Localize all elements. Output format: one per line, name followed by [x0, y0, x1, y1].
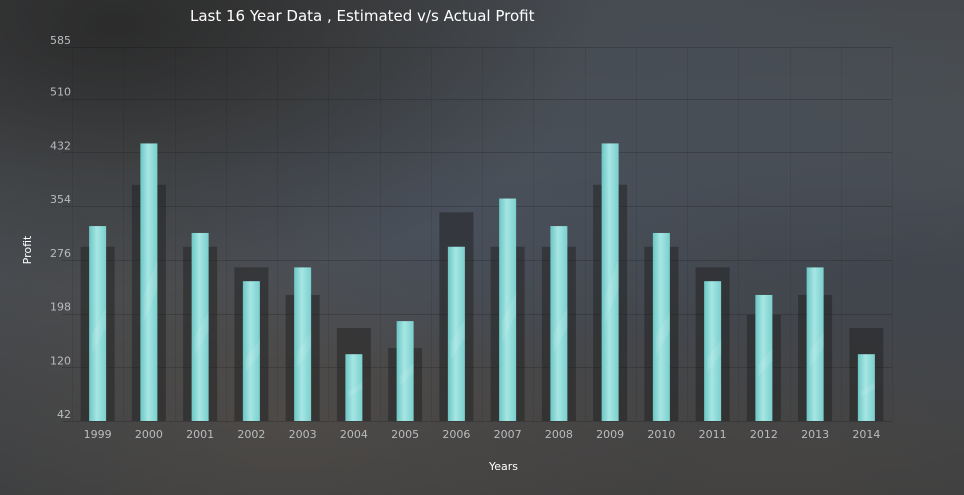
y-tick-label: 432	[50, 139, 71, 152]
bar-actual-2000[interactable]	[140, 143, 158, 422]
y-tick-label: 585	[50, 34, 71, 47]
x-tick-label: 2012	[750, 428, 778, 441]
bar-highlight	[707, 339, 722, 373]
x-tick-label: 2011	[699, 428, 727, 441]
bar-highlight	[399, 363, 414, 387]
bar-actual-2006[interactable]	[447, 246, 465, 421]
x-tick-label: 2002	[237, 428, 265, 441]
bar-highlight	[604, 260, 619, 324]
x-tick-label: 2013	[801, 428, 829, 441]
bar-actual-2009[interactable]	[601, 143, 619, 422]
y-axis-label: Profit	[21, 235, 34, 264]
x-axis-label: Years	[488, 460, 518, 473]
x-tick-label: 2000	[135, 428, 163, 441]
bar-actual-2002[interactable]	[242, 281, 260, 421]
bar-highlight	[297, 331, 312, 368]
x-tick-label: 2005	[391, 428, 419, 441]
bar-highlight	[450, 319, 465, 361]
bar-highlight	[502, 291, 517, 344]
gridlines	[62, 47, 893, 422]
bar-actual-2014[interactable]	[857, 354, 875, 421]
actual-series	[89, 143, 875, 422]
y-axis-ticks: 42 120 198 276 354 432 510 585	[50, 34, 71, 421]
bar-highlight	[143, 260, 158, 324]
bar-highlight	[92, 307, 107, 353]
bar-actual-2004[interactable]	[345, 354, 363, 421]
bar-highlight	[655, 311, 670, 356]
x-tick-label: 2004	[340, 428, 368, 441]
bar-actual-1999[interactable]	[89, 226, 107, 421]
bar-actual-2008[interactable]	[550, 226, 568, 421]
bar-actual-2007[interactable]	[499, 198, 517, 421]
x-tick-label: 2003	[289, 428, 317, 441]
bar-actual-2013[interactable]	[806, 267, 824, 421]
bar-highlight	[245, 339, 260, 373]
y-tick-label: 276	[50, 247, 71, 260]
y-tick-label: 42	[57, 408, 71, 421]
bar-highlight	[553, 307, 568, 353]
y-tick-label: 354	[50, 193, 71, 206]
x-tick-label: 2001	[186, 428, 214, 441]
x-tick-label: 2014	[852, 428, 880, 441]
bar-highlight	[809, 331, 824, 368]
bar-actual-2011[interactable]	[704, 281, 722, 421]
bar-actual-2001[interactable]	[191, 232, 209, 421]
bar-actual-2005[interactable]	[396, 321, 414, 421]
x-tick-label: 1999	[84, 428, 112, 441]
bar-highlight	[758, 347, 773, 377]
x-axis-ticks: 1999 2000 2001 2002 2003 2004 2005 2006 2007 2008…	[84, 428, 881, 441]
x-tick-label: 2009	[596, 428, 624, 441]
x-tick-label: 2010	[647, 428, 675, 441]
bar-highlight	[194, 311, 209, 356]
x-tick-label: 2008	[545, 428, 573, 441]
y-tick-label: 120	[50, 354, 71, 367]
x-tick-label: 2007	[494, 428, 522, 441]
bar-highlight	[860, 382, 875, 398]
y-tick-label: 198	[50, 301, 71, 314]
x-tick-label: 2006	[442, 428, 470, 441]
bar-actual-2012[interactable]	[755, 294, 773, 421]
y-tick-label: 510	[50, 86, 71, 99]
bar-actual-2010[interactable]	[652, 232, 670, 421]
bar-actual-2003[interactable]	[294, 267, 312, 421]
chart-title: Last 16 Year Data , Estimated v/s Actual…	[190, 7, 535, 25]
bar-highlight	[348, 382, 363, 398]
